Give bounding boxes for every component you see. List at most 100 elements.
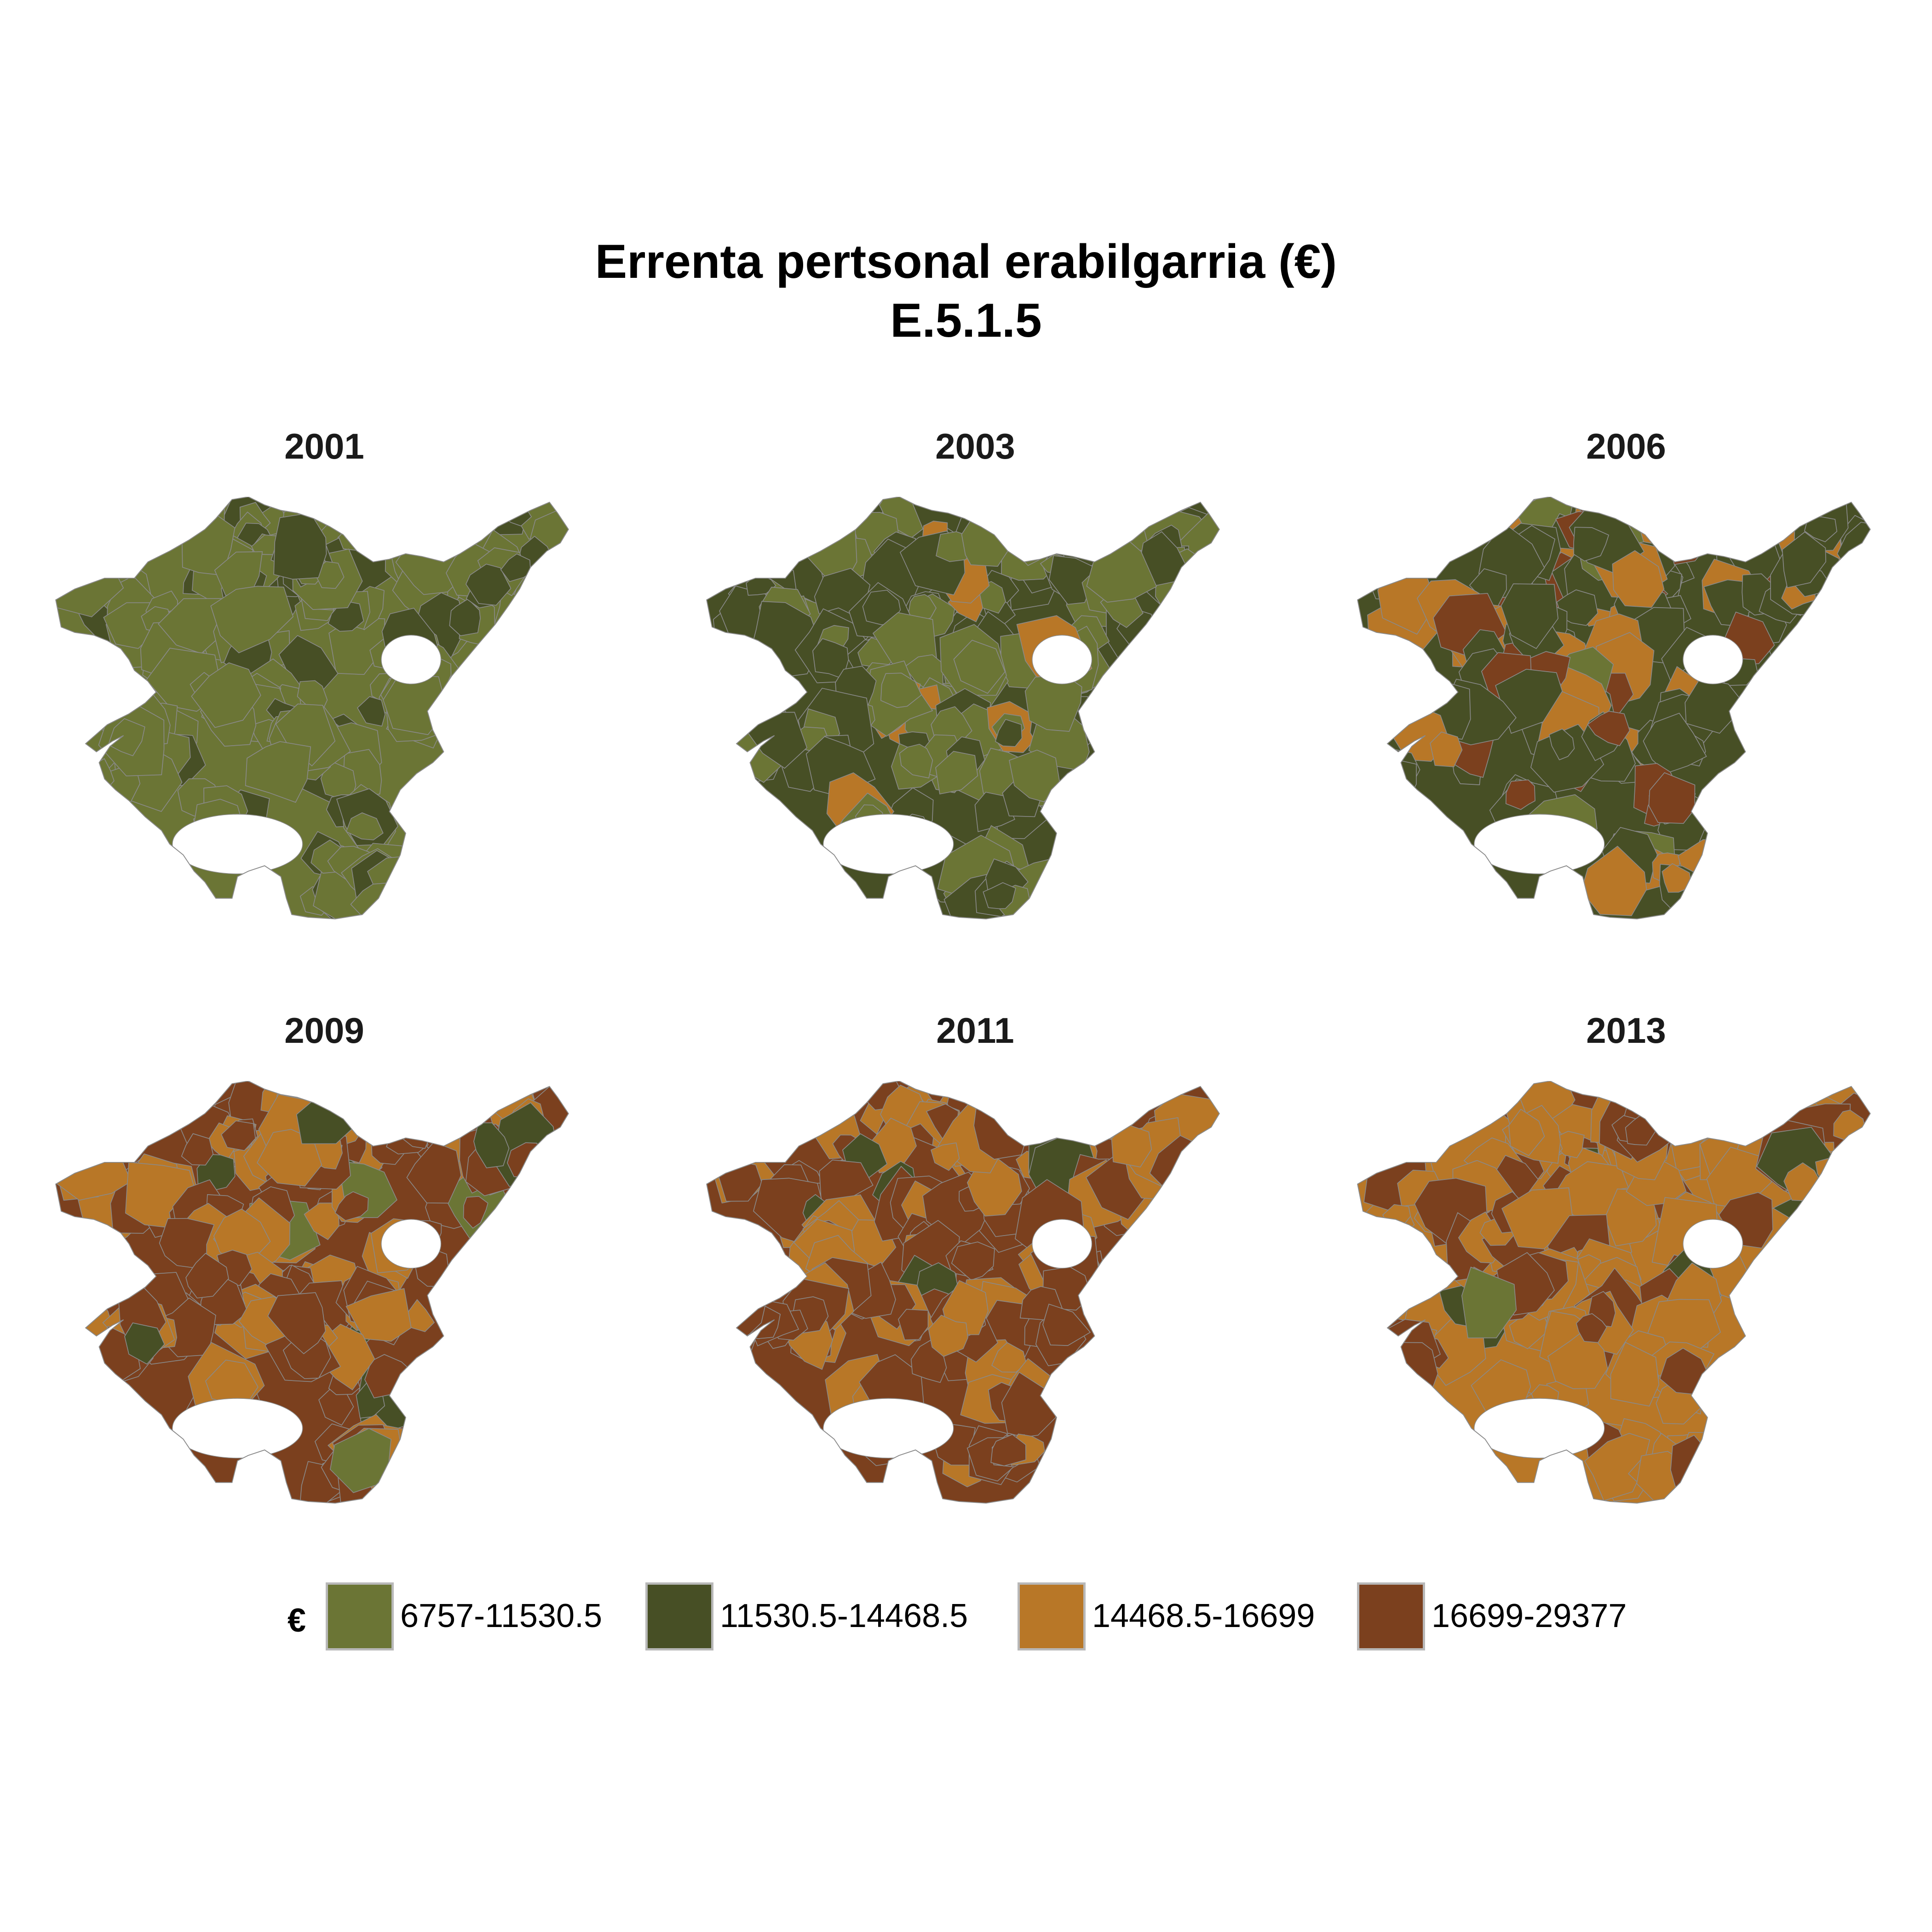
enclave-east [1032,635,1092,684]
municipality-cc-5 [935,751,978,794]
municipality-far-s-5 [1041,1466,1078,1503]
municipality-e-inner-5 [449,598,481,636]
choropleth-map-2013 [1357,1081,1871,1504]
municipality-c-east-4 [328,601,364,632]
municipality-c-east-5 [966,1158,1022,1217]
municipality-c-west-4 [880,673,922,708]
municipality-se-5 [1643,713,1707,774]
municipality-se-5 [345,1288,412,1342]
municipality-cc-5 [928,1314,968,1357]
municipality-e-mid-5 [500,553,531,582]
municipality-se-5 [1024,674,1082,732]
enclave-east [1683,1219,1743,1269]
territory-outline [706,1081,1220,1504]
municipality-cc-4 [275,703,336,767]
municipality-nw-inner-5 [1508,1109,1545,1156]
municipality-w-arm-2 [1430,731,1463,767]
municipality-cc-5 [267,1292,326,1355]
choropleth-map-2003 [706,497,1220,920]
panel-title-2006: 2006 [1586,426,1666,466]
panel-title-2001: 2001 [284,426,364,466]
choropleth-map-2001 [55,497,569,920]
legend-key-2 [645,1582,713,1650]
municipality-cw-5 [812,638,849,679]
territory-outline [1357,1081,1871,1504]
municipality-c-west-5 [191,662,261,728]
municipality-c-5 [953,639,1006,694]
municipality-c-north-5 [210,586,294,654]
legend-label-2: 11530.5-14468.5 [720,1598,968,1634]
municipality-cc-3 [898,1309,929,1340]
municipality-nw-inner-5 [181,1133,214,1166]
municipality-far-s-0 [1033,1467,1077,1501]
municipality-se-5 [1042,1303,1091,1346]
municipality-nw-inner-4 [221,1120,256,1151]
municipalities-2011 [707,1081,1219,1503]
municipality-w-arm-5 [1372,758,1403,785]
territory-outline [55,1081,569,1504]
municipality-e-mid-4 [473,1122,510,1168]
municipality-cc-3 [899,743,933,779]
choropleth-map-2006 [1357,497,1871,920]
municipality-se-4 [995,719,1023,747]
municipality-e-coast-5 [1048,555,1095,605]
municipality-w-arm-1 [63,1297,112,1344]
enclave-south [823,814,954,874]
municipality-n-mid-4 [1612,550,1665,608]
municipalities-2003 [707,497,1219,919]
enclave-south [1474,1398,1605,1459]
enclave-south [1474,814,1605,874]
title-line-1: Errenta pertsonal erabilgarria (€) [595,235,1337,288]
municipality-c-west-5 [185,1253,229,1299]
legend-key-3 [1018,1582,1086,1650]
legend-title: € [288,1602,306,1639]
municipality-n-mid-4 [973,1100,1029,1160]
municipality-n-mid-5 [930,1142,960,1171]
municipalities-2009 [56,1081,569,1503]
municipality-c-north-5 [1501,1187,1574,1249]
municipality-c-north-5 [1501,583,1558,649]
choropleth-map-2009 [55,1081,569,1504]
municipality-cc-5 [1587,711,1630,747]
legend-label-4: 16699-29377 [1432,1598,1627,1634]
municipality-cc-3 [1548,728,1575,760]
municipality-w-arm-5 [1388,1342,1438,1391]
legend-label-3: 14468.5-16699 [1092,1598,1315,1634]
municipality-sse-5 [1581,845,1647,916]
territory-outline [55,497,569,920]
municipality-w-arm-4 [1367,757,1417,809]
municipality-e-mid-5 [1782,531,1827,588]
municipality-far-s-3 [990,1434,1026,1466]
panel-title-2003: 2003 [935,426,1015,466]
legend-key-4 [1357,1582,1425,1650]
municipality-s-5 [345,812,384,840]
municipality-s-5 [1009,749,1061,803]
municipality-far-s-5 [983,882,1016,909]
enclave-south [172,814,303,874]
municipality-e-mid-5 [1111,1123,1152,1167]
choropleth-map-2011 [706,1081,1220,1504]
municipality-far-s-5 [1670,1434,1725,1491]
municipality-s-4 [1610,1341,1660,1407]
municipalities-2013 [1357,1081,1870,1503]
municipality-far-s-5 [329,1428,391,1493]
municipality-e-inner-4 [463,1196,489,1229]
municipality-c-4 [951,1241,995,1281]
legend-label-1: 6757-11530.5 [400,1598,603,1634]
enclave-east [381,635,442,684]
municipality-ssw-4 [1505,779,1535,810]
panel-title-2013: 2013 [1586,1010,1666,1051]
municipality-e-coast-2 [386,1120,429,1155]
legend-key-1 [326,1582,394,1650]
municipality-cc-5 [1576,1313,1607,1343]
title-line-2: E.5.1.5 [890,294,1042,347]
municipality-ne-tip-5 [1804,516,1838,542]
enclave-south [172,1398,303,1459]
territory-outline [706,497,1220,920]
municipality-w-arm-5 [124,1322,165,1365]
municipality-far-s-4 [1033,1472,1079,1503]
municipality-far-s-5 [1662,863,1692,893]
panel-title-2009: 2009 [284,1010,364,1051]
panel-title-2011: 2011 [936,1010,1014,1051]
enclave-east [1032,1219,1092,1269]
